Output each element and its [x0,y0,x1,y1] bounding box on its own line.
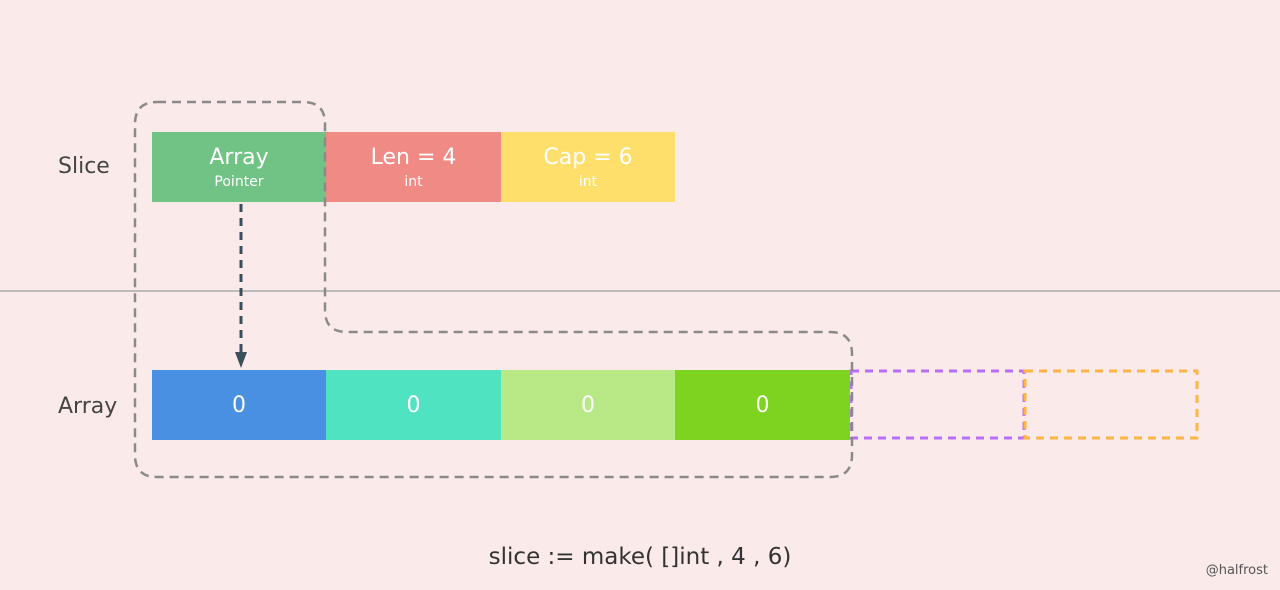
array-cell-3: 0 [675,370,850,440]
field-title: Cap = 6 [543,144,633,170]
slice-field-cap: Cap = 6 int [501,132,675,202]
field-type: int [404,173,423,190]
field-title: Array [209,144,269,170]
field-type: int [578,173,598,190]
slice-field-len: Len = 4 int [326,132,501,202]
slice-label: Slice [58,154,110,179]
array-cell-1: 0 [326,370,501,440]
watermark: @halfrost [1205,563,1268,578]
field-title: Len = 4 [370,144,457,170]
array-cell-0: 0 [152,370,326,440]
capacity-cell-5 [849,369,1026,440]
slice-field-pointer: Array Pointer [152,132,326,202]
array-label: Array [58,394,118,419]
field-type: Pointer [214,173,264,190]
capacity-cell-6 [1023,369,1199,440]
array-cell-2: 0 [501,370,675,440]
code-caption: slice := make( []int , 4 , 6) [488,544,792,570]
